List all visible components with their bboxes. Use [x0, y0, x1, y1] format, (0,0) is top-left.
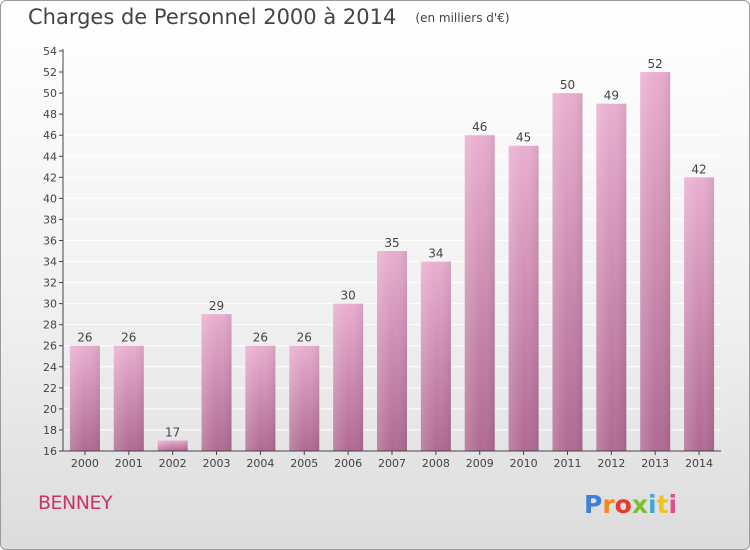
x-tick-label: 2000 [71, 457, 99, 470]
logo-letter: i [668, 490, 678, 519]
x-tick-label: 2013 [641, 457, 669, 470]
data-label: 42 [691, 162, 706, 176]
y-tick-label: 42 [43, 171, 57, 184]
x-tick-label: 2011 [553, 457, 581, 470]
y-tick-label: 50 [43, 87, 57, 100]
bar-shade [420, 261, 451, 451]
x-tick-label: 2006 [334, 457, 362, 470]
data-label: 52 [648, 57, 663, 71]
y-tick-label: 40 [43, 192, 57, 205]
chart-title: Charges de Personnel 2000 à 2014 [28, 5, 397, 29]
x-tick-label: 2010 [510, 457, 538, 470]
proxiti-logo[interactable]: Proxiti [584, 490, 677, 519]
y-tick-label: 34 [43, 256, 57, 269]
y-tick-label: 30 [43, 298, 57, 311]
bar-shade [69, 345, 100, 451]
y-tick-label: 22 [43, 382, 57, 395]
bar-shade [508, 145, 539, 451]
data-label: 26 [253, 331, 268, 345]
bar-shade [245, 345, 276, 451]
bar-shade [464, 135, 495, 452]
logo-letter: i [648, 490, 657, 519]
x-tick-label: 2002 [159, 457, 187, 470]
x-tick-label: 2003 [203, 457, 231, 470]
bar-shade [289, 345, 320, 451]
x-tick-label: 2004 [246, 457, 274, 470]
data-label: 26 [121, 331, 136, 345]
y-tick-label: 44 [43, 150, 57, 163]
y-tick-label: 26 [43, 340, 57, 353]
data-label: 26 [297, 331, 312, 345]
y-tick-label: 32 [43, 277, 57, 290]
data-label: 17 [165, 425, 180, 439]
data-label: 30 [340, 289, 355, 303]
y-tick-label: 38 [43, 213, 57, 226]
y-tick-label: 52 [43, 66, 57, 79]
data-label: 50 [560, 78, 575, 92]
logo-letter: t [656, 490, 669, 519]
y-tick-label: 36 [43, 234, 57, 247]
x-tick-label: 2001 [115, 457, 143, 470]
bar-shade [596, 103, 627, 451]
bar-shade [157, 440, 188, 451]
data-label: 34 [428, 247, 443, 261]
data-label: 46 [472, 120, 487, 134]
logo-letter: o [614, 490, 632, 519]
city-name: BENNEY [38, 492, 113, 514]
logo-letter: x [631, 490, 648, 519]
bar-shade [552, 93, 583, 452]
chart-unit: (en milliers d'€) [415, 11, 510, 25]
y-tick-label: 16 [43, 445, 57, 458]
logo-letter: P [584, 490, 603, 519]
x-tick-label: 2012 [597, 457, 625, 470]
bar-shade [113, 345, 144, 451]
data-label: 49 [604, 89, 619, 103]
bar-shade [333, 303, 364, 451]
bar-shade [201, 314, 232, 451]
y-tick-label: 54 [43, 45, 57, 58]
y-tick-label: 18 [43, 424, 57, 437]
y-tick-label: 20 [43, 403, 57, 416]
y-tick-label: 24 [43, 361, 57, 374]
data-label: 35 [384, 236, 399, 250]
data-label: 26 [77, 331, 92, 345]
data-label: 45 [516, 131, 531, 145]
y-tick-label: 28 [43, 319, 57, 332]
x-tick-label: 2014 [685, 457, 713, 470]
y-tick-label: 48 [43, 108, 57, 121]
x-tick-label: 2009 [466, 457, 494, 470]
logo-letter: r [602, 490, 615, 519]
bar-shade [640, 72, 671, 451]
y-tick-label: 46 [43, 129, 57, 142]
title-row: Charges de Personnel 2000 à 2014 (en mil… [28, 5, 510, 29]
x-tick-label: 2007 [378, 457, 406, 470]
x-tick-label: 2005 [290, 457, 318, 470]
x-tick-label: 2008 [422, 457, 450, 470]
data-label: 29 [209, 299, 224, 313]
bar-shade [377, 251, 407, 451]
bar-shade [684, 177, 715, 451]
